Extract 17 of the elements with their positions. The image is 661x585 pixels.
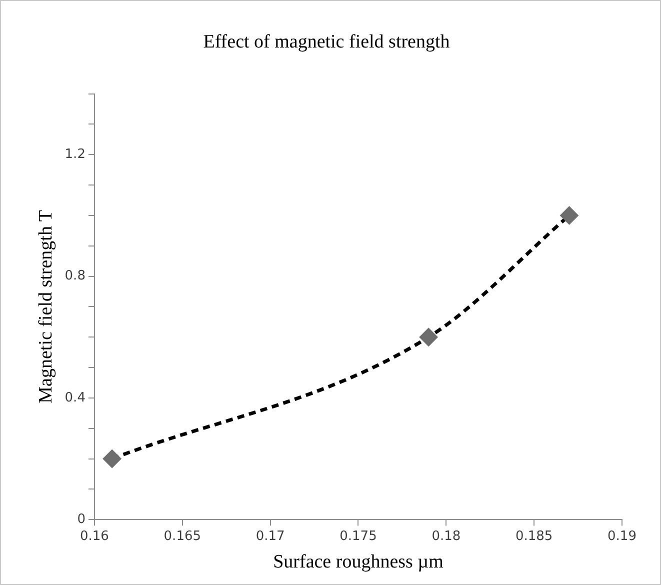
y-tick-label: 0 (77, 512, 86, 527)
y-tick-label: 1.2 (64, 147, 86, 162)
x-tick-label: 0.17 (256, 528, 285, 544)
x-tick-label: 0.185 (515, 528, 553, 544)
point (560, 206, 578, 224)
x-tick-label: 0.19 (608, 528, 636, 544)
point (103, 450, 121, 468)
x-axis-title: Surface roughness µm (273, 552, 444, 573)
x-tick-label: 0.165 (164, 528, 202, 544)
chart-title: Effect of magnetic field strength (203, 31, 450, 52)
x-tick-label: 0.18 (432, 528, 461, 544)
point (420, 328, 438, 346)
x-tick-label: 0.16 (80, 528, 109, 544)
x-tick-label: 0.175 (340, 528, 377, 544)
y-tick-label: 0.8 (64, 268, 86, 284)
y-tick-label: 0.4 (64, 390, 86, 406)
y-axis-title: Magnetic field strength T (35, 210, 56, 404)
